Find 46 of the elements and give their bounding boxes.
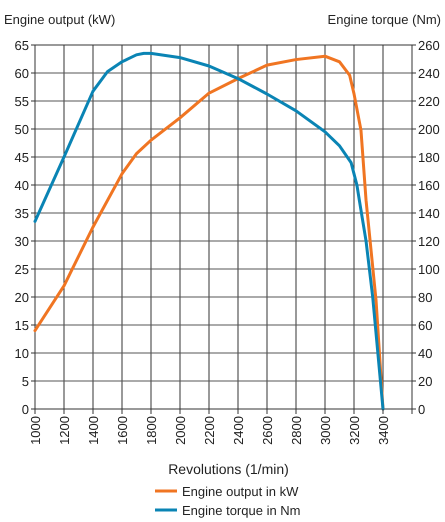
x-axis-title: Revolutions (1/min) — [168, 461, 289, 477]
y-tick-label: 30 — [14, 234, 29, 249]
y2-axis-title: Engine torque (Nm) — [328, 12, 441, 27]
x-tick-label: 1200 — [57, 416, 72, 445]
y-tick-label: 5 — [22, 374, 29, 389]
y2-tick-label: 180 — [418, 150, 440, 165]
y2-tick-label: 100 — [418, 262, 440, 277]
y2-tick-label: 20 — [418, 374, 432, 389]
y-tick-label: 55 — [14, 94, 29, 109]
y2-tick-label: 120 — [418, 234, 440, 249]
x-tick-label: 1400 — [86, 416, 101, 445]
y-axis-title: Engine output (kW) — [4, 12, 116, 27]
y-tick-label: 35 — [14, 206, 29, 221]
y-tick-label: 40 — [14, 178, 29, 193]
y-tick-label: 45 — [14, 150, 29, 165]
y-tick-label: 0 — [22, 402, 29, 417]
x-tick-label: 2200 — [202, 416, 217, 445]
y-tick-label: 10 — [14, 346, 29, 361]
y-tick-label: 25 — [14, 262, 29, 277]
y-tick-label: 20 — [14, 290, 29, 305]
y-tick-label: 15 — [14, 318, 29, 333]
y-tick-label: 50 — [14, 122, 29, 137]
y2-tick-label: 140 — [418, 206, 440, 221]
y-tick-label: 60 — [14, 66, 29, 81]
y-tick-label: 65 — [14, 38, 29, 53]
x-tick-label: 2000 — [173, 416, 188, 445]
legend-label: Engine torque in Nm — [182, 503, 301, 518]
y2-tick-label: 60 — [418, 318, 432, 333]
x-tick-label: 3000 — [318, 416, 333, 445]
x-tick-label: 2800 — [289, 416, 304, 445]
y2-tick-label: 0 — [418, 402, 426, 417]
x-tick-label: 1800 — [144, 416, 159, 445]
y2-tick-label: 160 — [418, 178, 440, 193]
x-tick-label: 3200 — [347, 416, 362, 445]
y2-tick-label: 80 — [418, 290, 432, 305]
y2-tick-label: 260 — [418, 38, 440, 53]
x-tick-label: 2600 — [260, 416, 275, 445]
x-tick-label: 2400 — [231, 416, 246, 445]
y2-tick-label: 220 — [418, 94, 440, 109]
y2-tick-label: 240 — [418, 66, 440, 81]
legend-label: Engine output in kW — [182, 484, 300, 499]
x-tick-label: 3400 — [376, 416, 391, 445]
x-tick-label: 1600 — [115, 416, 130, 445]
y2-tick-label: 200 — [418, 122, 440, 137]
y2-tick-label: 40 — [418, 346, 432, 361]
x-tick-label: 1000 — [28, 416, 43, 445]
